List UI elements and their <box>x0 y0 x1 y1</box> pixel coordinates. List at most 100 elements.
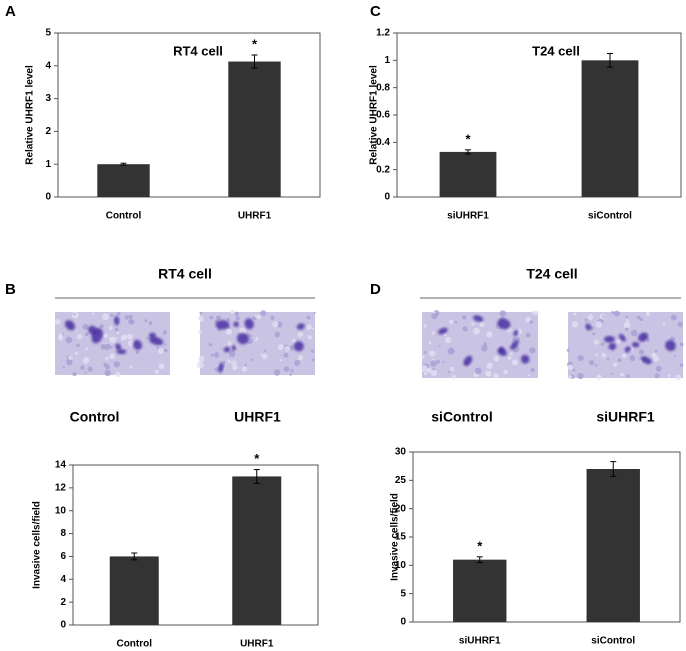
cell-speck <box>625 327 629 331</box>
cell-speck <box>77 334 83 340</box>
error-bar <box>465 149 471 155</box>
micrograph <box>55 311 170 377</box>
cell-speck <box>625 315 629 319</box>
cell-speck <box>104 343 111 351</box>
x-tick-label: siControl <box>588 211 632 222</box>
micrograph <box>566 310 684 381</box>
invasive-cell <box>149 336 164 346</box>
cell-speck <box>227 340 232 346</box>
panel-label: D <box>370 281 381 298</box>
invasive-cell <box>296 323 305 330</box>
y-tick-label: 6 <box>60 551 66 562</box>
y-tick-label: 30 <box>395 447 407 458</box>
y-tick-label: 0.8 <box>376 82 390 93</box>
cell-speck <box>114 327 119 332</box>
cell-speck <box>449 366 455 372</box>
cell-speck <box>507 356 512 360</box>
y-tick-label: 10 <box>55 505 67 516</box>
cell-speck <box>654 349 658 353</box>
y-tick-label: 0.2 <box>376 164 390 175</box>
cell-speck <box>116 311 121 316</box>
y-tick-label: 5 <box>45 28 51 39</box>
cell-speck <box>525 332 531 338</box>
y-tick-label: 14 <box>55 460 67 471</box>
error-bar <box>610 461 617 477</box>
cell-speck <box>447 347 455 355</box>
significance-mark: * <box>254 451 260 466</box>
cell-speck <box>157 348 164 354</box>
cell-speck <box>58 333 64 338</box>
significance-mark: * <box>252 36 258 51</box>
cell-speck <box>601 353 607 358</box>
cell-speck <box>196 361 204 369</box>
cell-speck <box>199 311 203 315</box>
cell-speck <box>234 311 240 317</box>
cell-speck <box>307 335 312 340</box>
invasive-cell <box>88 325 98 336</box>
invasive-cell <box>472 315 484 322</box>
cell-speck <box>426 367 432 374</box>
invasive-cell <box>513 329 519 337</box>
cell-speck <box>228 350 236 358</box>
panel-heading: RT4 cell <box>158 266 212 282</box>
invasive-cell <box>244 318 254 330</box>
cell-speck <box>164 343 167 346</box>
error-bar <box>251 54 258 69</box>
image-caption: siControl <box>431 409 492 425</box>
cell-speck <box>430 369 438 376</box>
cell-speck <box>225 328 233 335</box>
invasive-cell <box>463 355 473 366</box>
cell-speck <box>283 352 289 358</box>
invasive-cell <box>499 346 505 353</box>
cell-speck <box>587 313 594 320</box>
invasive-cell <box>233 321 239 328</box>
bar <box>586 469 640 622</box>
y-axis-label: Relative UHRF1 level <box>25 65 36 165</box>
cell-speck <box>429 350 436 357</box>
cell-speck <box>115 371 121 377</box>
cell-speck <box>677 321 683 328</box>
error-bar <box>131 552 138 561</box>
cell-speck <box>250 358 254 361</box>
image-caption: Control <box>70 409 120 425</box>
cell-speck <box>74 351 78 356</box>
cell-speck <box>254 314 257 318</box>
cell-speck <box>611 310 615 314</box>
cell-speck <box>573 312 577 316</box>
cell-speck <box>602 315 605 318</box>
cell-speck <box>110 346 113 349</box>
cell-speck <box>76 343 80 348</box>
invasive-cell <box>665 340 676 352</box>
cell-speck <box>84 371 87 374</box>
cell-speck <box>104 369 111 377</box>
cell-speck <box>567 364 573 370</box>
cell-speck <box>297 354 304 361</box>
cell-speck <box>639 318 644 322</box>
cell-speck <box>529 320 533 324</box>
cell-speck <box>594 363 598 367</box>
invasive-cell <box>115 343 122 351</box>
cell-speck <box>128 319 134 325</box>
y-tick-label: 1 <box>384 55 390 66</box>
cell-speck <box>616 339 621 344</box>
significance-mark: * <box>465 131 471 146</box>
cell-speck <box>622 353 627 359</box>
cell-speck <box>638 349 645 355</box>
cell-speck <box>255 339 258 342</box>
cell-speck <box>80 365 85 370</box>
cell-speck <box>306 315 311 320</box>
cell-speck <box>525 316 531 323</box>
cell-speck <box>208 343 212 347</box>
cell-speck <box>530 367 535 373</box>
x-tick-label: Control <box>116 639 152 650</box>
cell-speck <box>198 330 202 334</box>
invasive-cell <box>133 339 143 350</box>
cell-speck <box>592 332 596 336</box>
invasive-cell <box>64 320 75 331</box>
cell-speck <box>431 313 438 320</box>
cell-speck <box>65 336 73 344</box>
cell-speck <box>421 355 425 359</box>
invasive-cell <box>218 362 224 373</box>
cell-speck <box>471 321 476 326</box>
invasive-cell <box>215 320 230 330</box>
